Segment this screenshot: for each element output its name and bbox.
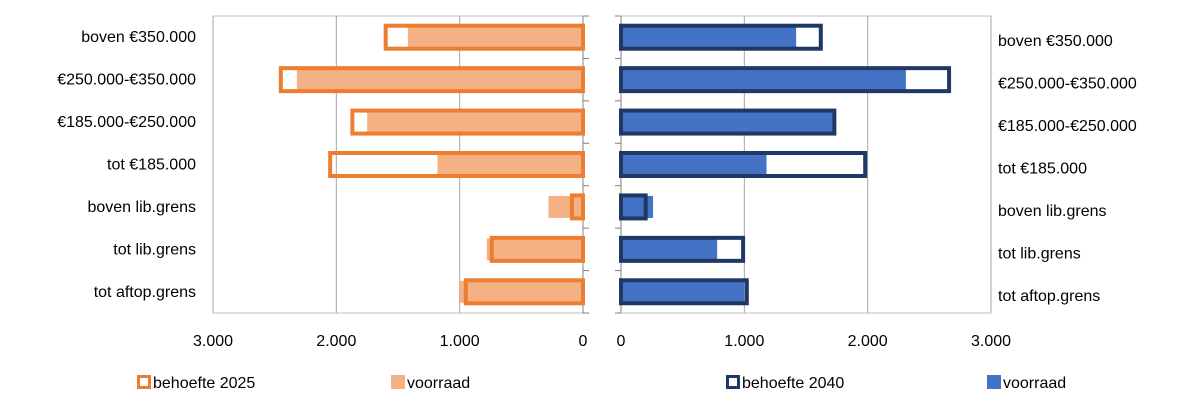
category-label: tot aftop.grens <box>94 284 196 301</box>
category-label: boven lib.grens <box>87 199 196 216</box>
legend-swatch-behoefte-2025 <box>137 375 151 389</box>
category-label: tot lib.grens <box>998 245 1081 262</box>
category-label: €185.000-€250.000 <box>57 114 196 131</box>
x-tick-label: 2.000 <box>316 333 356 350</box>
bar-voorraad <box>459 280 583 303</box>
legend-label: voorraad <box>407 375 470 392</box>
x-tick-label: 3.000 <box>193 333 233 350</box>
legend-label: behoefte 2040 <box>742 375 844 392</box>
category-label: €185.000-€250.000 <box>998 118 1137 135</box>
legend-swatch-voorraad <box>391 375 405 389</box>
bar-voorraad <box>621 153 767 176</box>
bar-voorraad <box>486 238 583 261</box>
legend-label: voorraad <box>1003 375 1066 392</box>
bar-behoefte-2040 <box>619 278 749 306</box>
x-tick-label: 1.000 <box>440 333 480 350</box>
legend-swatch-behoefte-2040 <box>726 375 740 389</box>
bar-voorraad <box>367 111 583 134</box>
bar-behoefte-2025 <box>489 235 586 263</box>
bar-voorraad <box>437 153 583 176</box>
legend-swatch-voorraad <box>987 375 1001 389</box>
legend-label: behoefte 2025 <box>153 375 255 392</box>
bar-voorraad <box>621 195 654 218</box>
bar-behoefte-2025 <box>569 193 586 221</box>
category-label: boven €350.000 <box>998 33 1113 50</box>
bar-behoefte-2025 <box>350 108 585 136</box>
category-label: boven lib.grens <box>998 203 1107 220</box>
category-label: boven €350.000 <box>81 29 196 46</box>
x-tick-label: 1.000 <box>724 333 764 350</box>
bar-voorraad <box>621 111 834 134</box>
bar-voorraad <box>621 26 797 49</box>
category-label: tot aftop.grens <box>998 288 1100 305</box>
bar-voorraad <box>296 68 583 91</box>
category-label: tot €185.000 <box>107 157 196 174</box>
category-label: €250.000-€350.000 <box>57 72 196 89</box>
chart-panel-1 <box>212 15 589 314</box>
bar-behoefte-2040 <box>619 108 837 136</box>
bar-voorraad <box>407 26 583 49</box>
bar-behoefte-2040 <box>619 23 823 51</box>
chart-panel-2 <box>615 15 992 314</box>
x-tick-label: 3.000 <box>971 333 1011 350</box>
bar-behoefte-2040 <box>619 193 648 221</box>
bar-behoefte-2025 <box>383 23 585 51</box>
bar-behoefte-2040 <box>619 235 746 263</box>
x-tick-label: 2.000 <box>848 333 888 350</box>
bar-behoefte-2025 <box>328 151 585 178</box>
bar-voorraad <box>621 238 718 261</box>
bar-voorraad <box>621 68 906 91</box>
category-label: tot lib.grens <box>113 241 196 258</box>
bar-behoefte-2040 <box>619 151 868 178</box>
x-tick-label: 0 <box>579 333 588 350</box>
bar-voorraad <box>621 280 745 303</box>
category-label: tot €185.000 <box>998 161 1087 178</box>
x-tick-label: 0 <box>617 333 626 350</box>
bar-behoefte-2040 <box>619 66 952 94</box>
category-label: €250.000-€350.000 <box>998 76 1137 93</box>
bar-behoefte-2025 <box>463 278 586 306</box>
bar-voorraad <box>548 195 583 218</box>
bar-behoefte-2025 <box>278 66 585 94</box>
